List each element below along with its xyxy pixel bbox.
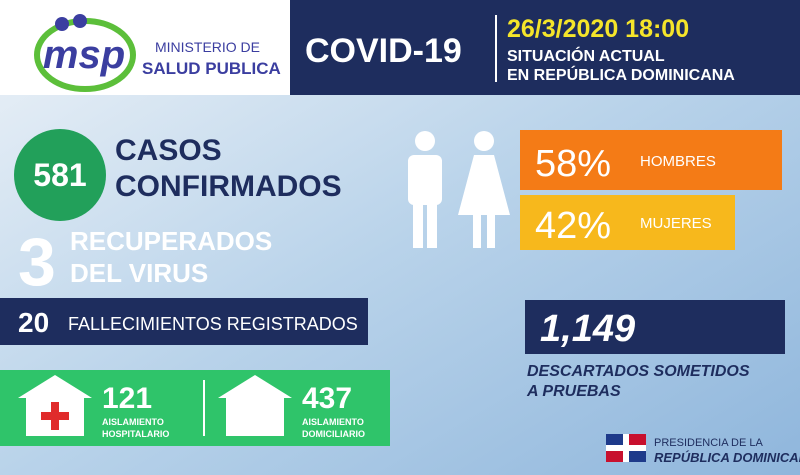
header-subtitle: EN REPÚBLICA DOMINICANA	[507, 65, 735, 84]
isolation-label: HOSPITALARIO	[102, 429, 169, 439]
recovered-value: 3	[18, 224, 56, 300]
footer-line: REPÚBLICA DOMINICANA	[654, 450, 800, 465]
woman-head	[474, 131, 494, 151]
confirmed-value: 581	[33, 157, 86, 193]
discarded-label: DESCARTADOS SOMETIDOS	[527, 363, 750, 380]
women-label: MUJERES	[640, 215, 712, 232]
men-label: HOMBRES	[640, 153, 716, 170]
man-body	[408, 155, 442, 205]
isolation-value: 121	[102, 382, 152, 415]
men-box	[520, 130, 782, 190]
gender-icons	[408, 131, 510, 248]
men-value: 58%	[535, 143, 611, 185]
flag-quarter	[629, 451, 646, 462]
home-icon	[218, 375, 292, 436]
logo: msp	[34, 14, 136, 92]
discarded-value: 1,149	[540, 308, 635, 350]
footer-line: PRESIDENCIA DE LA	[654, 437, 763, 449]
header-subtitle: SITUACIÓN ACTUAL	[507, 46, 665, 65]
woman-leg	[487, 212, 495, 248]
discarded-box	[525, 300, 785, 354]
roof	[18, 375, 92, 398]
woman-dress	[458, 155, 510, 215]
isolation-label: AISLAMIENTO	[302, 417, 364, 427]
logo-dot	[73, 14, 87, 28]
isolation-label: DOMICILIARIO	[302, 429, 365, 439]
header-banner	[290, 0, 800, 95]
man-leg	[427, 200, 437, 248]
deaths-bar	[0, 298, 368, 345]
flag-quarter	[606, 451, 623, 462]
header-title: COVID-19	[305, 32, 462, 70]
confirmed-label: CONFIRMADOS	[115, 170, 342, 203]
man-head	[415, 131, 435, 151]
flag	[606, 434, 646, 462]
recovered-label: DEL VIRUS	[70, 258, 208, 288]
man-leg	[413, 200, 423, 248]
confirmed-circle	[14, 129, 106, 221]
discarded-label: A PRUEBAS	[526, 383, 621, 400]
deaths-label: FALLECIMIENTOS REGISTRADOS	[68, 314, 358, 334]
flag-quarter	[629, 434, 646, 445]
ministry-line: SALUD PUBLICA	[142, 59, 281, 78]
isolation-label: AISLAMIENTO	[102, 417, 164, 427]
logo-text: msp	[43, 33, 125, 77]
logo-dot	[55, 17, 69, 31]
header-datetime: 26/3/2020 18:00	[507, 15, 689, 43]
women-value: 42%	[535, 205, 611, 247]
deaths-value: 20	[18, 307, 49, 338]
cross	[41, 412, 69, 420]
confirmed-label: CASOS	[115, 134, 222, 167]
recovered-label: RECUPERADOS	[70, 226, 272, 256]
woman-leg	[473, 212, 481, 248]
house	[226, 398, 284, 436]
women-box	[520, 195, 735, 250]
hospital-icon	[18, 375, 92, 436]
roof	[218, 375, 292, 398]
isolation-value: 437	[302, 382, 352, 415]
ministry-line: MINISTERIO DE	[155, 39, 260, 55]
flag-quarter	[606, 434, 623, 445]
